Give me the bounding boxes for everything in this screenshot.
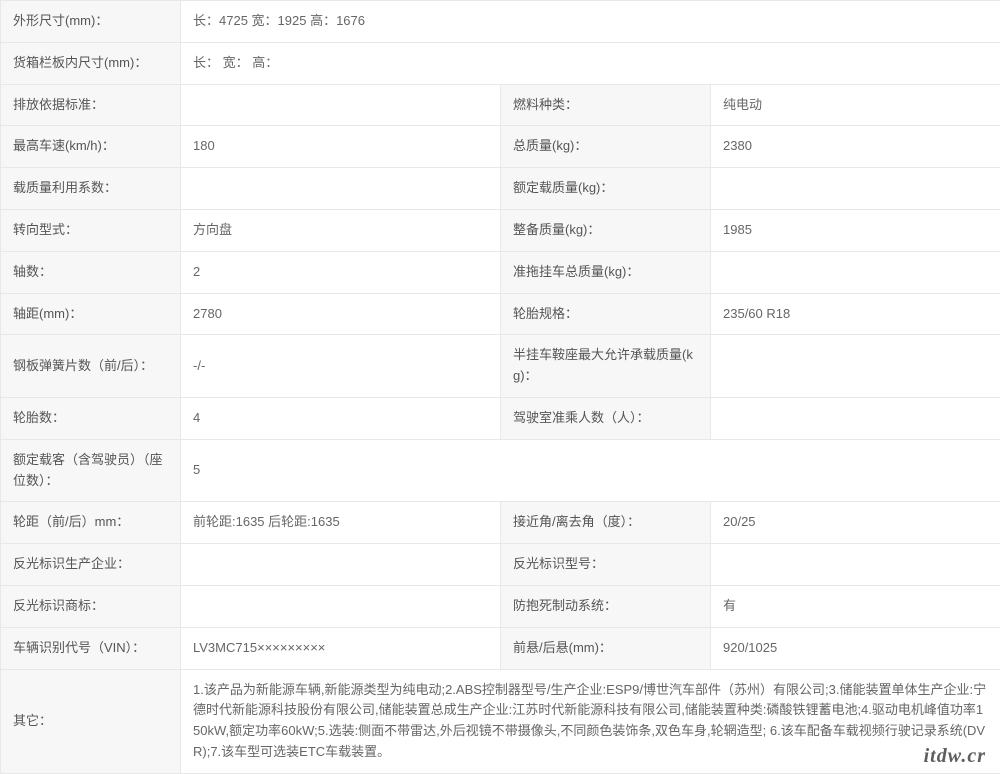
table-row: 其它： 1.该产品为新能源车辆,新能源类型为纯电动;2.ABS控制器型号/生产企… bbox=[1, 669, 1000, 773]
trailer-value bbox=[711, 251, 1000, 293]
cabseat-label: 驾驶室准乘人数（人）： bbox=[501, 397, 711, 439]
table-row: 货箱栏板内尺寸(mm)： 长： 宽： 高： bbox=[1, 42, 1000, 84]
reflmodel-label: 反光标识型号： bbox=[501, 544, 711, 586]
spring-label: 钢板弹簧片数（前/后）： bbox=[1, 335, 181, 398]
table-row: 外形尺寸(mm)： 长：4725 宽：1925 高：1676 bbox=[1, 1, 1000, 43]
tires-label: 轮胎数： bbox=[1, 397, 181, 439]
track-label: 轮距（前/后）mm： bbox=[1, 502, 181, 544]
table-row: 钢板弹簧片数（前/后）： -/- 半挂车鞍座最大允许承载质量(kg)： bbox=[1, 335, 1000, 398]
reflmodel-value bbox=[711, 544, 1000, 586]
curb-value: 1985 bbox=[711, 209, 1000, 251]
abs-value: 有 bbox=[711, 585, 1000, 627]
fuel-label: 燃料种类： bbox=[501, 84, 711, 126]
table-row: 轮距（前/后）mm： 前轮距:1635 后轮距:1635 接近角/离去角（度）：… bbox=[1, 502, 1000, 544]
watermark-text: itdw.cr bbox=[924, 745, 986, 768]
cargo-value: 长： 宽： 高： bbox=[181, 42, 1000, 84]
table-row: 最高车速(km/h)： 180 总质量(kg)： 2380 bbox=[1, 126, 1000, 168]
topspeed-value: 180 bbox=[181, 126, 501, 168]
angle-value: 20/25 bbox=[711, 502, 1000, 544]
reflmfg-value bbox=[181, 544, 501, 586]
overhang-value: 920/1025 bbox=[711, 627, 1000, 669]
fuel-value: 纯电动 bbox=[711, 84, 1000, 126]
steer-label: 转向型式： bbox=[1, 209, 181, 251]
vin-label: 车辆识别代号（VIN）： bbox=[1, 627, 181, 669]
axles-value: 2 bbox=[181, 251, 501, 293]
refltm-label: 反光标识商标： bbox=[1, 585, 181, 627]
table-row: 排放依据标准： 燃料种类： 纯电动 bbox=[1, 84, 1000, 126]
loadcoef-value bbox=[181, 168, 501, 210]
emission-label: 排放依据标准： bbox=[1, 84, 181, 126]
spec-table: 外形尺寸(mm)： 长：4725 宽：1925 高：1676 货箱栏板内尺寸(m… bbox=[0, 0, 1000, 774]
loadcoef-label: 载质量利用系数： bbox=[1, 168, 181, 210]
angle-label: 接近角/离去角（度）： bbox=[501, 502, 711, 544]
other-value: 1.该产品为新能源车辆,新能源类型为纯电动;2.ABS控制器型号/生产企业:ES… bbox=[181, 669, 1000, 773]
table-row: 轴距(mm)： 2780 轮胎规格： 235/60 R18 bbox=[1, 293, 1000, 335]
saddle-label: 半挂车鞍座最大允许承载质量(kg)： bbox=[501, 335, 711, 398]
table-row: 轮胎数： 4 驾驶室准乘人数（人）： bbox=[1, 397, 1000, 439]
spring-value: -/- bbox=[181, 335, 501, 398]
reflmfg-label: 反光标识生产企业： bbox=[1, 544, 181, 586]
table-row: 反光标识生产企业： 反光标识型号： bbox=[1, 544, 1000, 586]
table-row: 轴数： 2 准拖挂车总质量(kg)： bbox=[1, 251, 1000, 293]
table-row: 额定载客（含驾驶员）（座位数）： 5 bbox=[1, 439, 1000, 502]
tirespec-value: 235/60 R18 bbox=[711, 293, 1000, 335]
dim-label: 外形尺寸(mm)： bbox=[1, 1, 181, 43]
saddle-value bbox=[711, 335, 1000, 398]
seats-label: 额定载客（含驾驶员）（座位数）： bbox=[1, 439, 181, 502]
table-row: 转向型式： 方向盘 整备质量(kg)： 1985 bbox=[1, 209, 1000, 251]
axles-label: 轴数： bbox=[1, 251, 181, 293]
trailer-label: 准拖挂车总质量(kg)： bbox=[501, 251, 711, 293]
wheelbase-value: 2780 bbox=[181, 293, 501, 335]
seats-value: 5 bbox=[181, 439, 1000, 502]
dim-value: 长：4725 宽：1925 高：1676 bbox=[181, 1, 1000, 43]
wheelbase-label: 轴距(mm)： bbox=[1, 293, 181, 335]
rated-value bbox=[711, 168, 1000, 210]
rated-label: 额定载质量(kg)： bbox=[501, 168, 711, 210]
cabseat-value bbox=[711, 397, 1000, 439]
tirespec-label: 轮胎规格： bbox=[501, 293, 711, 335]
other-label: 其它： bbox=[1, 669, 181, 773]
emission-value bbox=[181, 84, 501, 126]
tires-value: 4 bbox=[181, 397, 501, 439]
overhang-label: 前悬/后悬(mm)： bbox=[501, 627, 711, 669]
gross-label: 总质量(kg)： bbox=[501, 126, 711, 168]
topspeed-label: 最高车速(km/h)： bbox=[1, 126, 181, 168]
track-value: 前轮距:1635 后轮距:1635 bbox=[181, 502, 501, 544]
vin-value: LV3MC715××××××××× bbox=[181, 627, 501, 669]
curb-label: 整备质量(kg)： bbox=[501, 209, 711, 251]
table-row: 载质量利用系数： 额定载质量(kg)： bbox=[1, 168, 1000, 210]
gross-value: 2380 bbox=[711, 126, 1000, 168]
table-row: 反光标识商标： 防抱死制动系统： 有 bbox=[1, 585, 1000, 627]
steer-value: 方向盘 bbox=[181, 209, 501, 251]
refltm-value bbox=[181, 585, 501, 627]
cargo-label: 货箱栏板内尺寸(mm)： bbox=[1, 42, 181, 84]
table-row: 车辆识别代号（VIN）： LV3MC715××××××××× 前悬/后悬(mm)… bbox=[1, 627, 1000, 669]
abs-label: 防抱死制动系统： bbox=[501, 585, 711, 627]
